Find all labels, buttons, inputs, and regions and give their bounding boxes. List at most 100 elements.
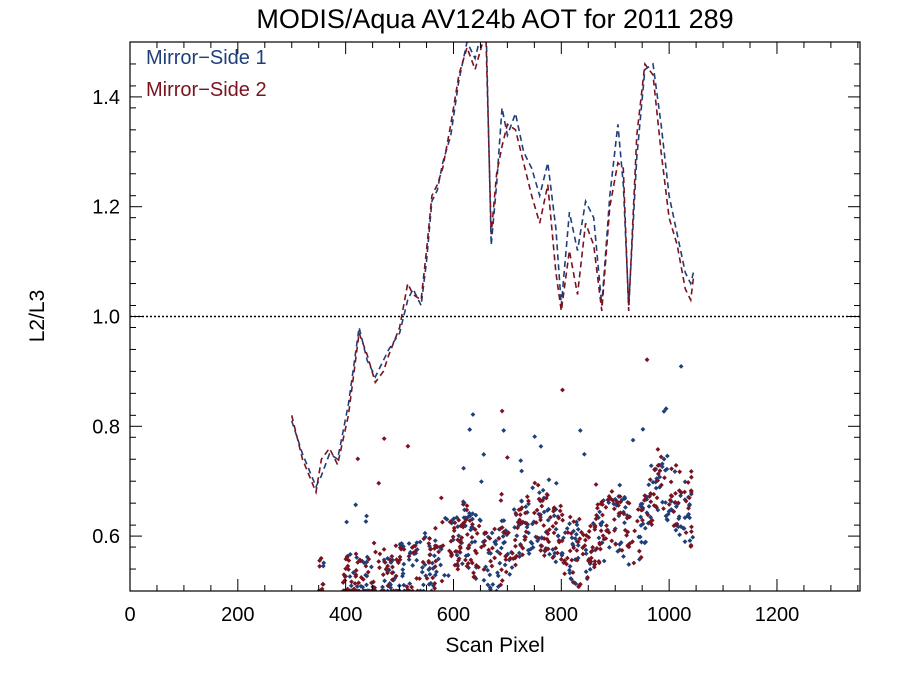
scatter-point bbox=[530, 521, 535, 527]
x-axis-ticks: 0 200 400 600 800 1000 1200 bbox=[124, 42, 859, 626]
scatter-point bbox=[567, 548, 573, 554]
scatter-point bbox=[501, 428, 507, 433]
scatter-point bbox=[621, 554, 626, 559]
scatter-point bbox=[365, 569, 371, 575]
scatter-point bbox=[577, 428, 583, 433]
scatter-point bbox=[320, 563, 326, 569]
scatter-point bbox=[410, 563, 416, 568]
scatter-point bbox=[638, 503, 644, 509]
scatter-point bbox=[519, 468, 525, 474]
scatter-point bbox=[592, 561, 598, 567]
scatter-point bbox=[529, 541, 535, 546]
scatter-point bbox=[432, 572, 438, 578]
scatter-point bbox=[358, 575, 364, 580]
scatter-point bbox=[690, 534, 696, 540]
scatter-point bbox=[541, 509, 547, 515]
scatter-point bbox=[687, 501, 692, 507]
scatter-point bbox=[397, 545, 403, 551]
scatter-point bbox=[389, 577, 395, 583]
scatter-point bbox=[596, 560, 602, 566]
scatter-point bbox=[514, 533, 520, 539]
scatter-point bbox=[473, 563, 479, 568]
scatter-point bbox=[543, 495, 549, 501]
scatter-point bbox=[669, 466, 674, 472]
scatter-point bbox=[677, 469, 683, 475]
scatter-point bbox=[686, 511, 692, 517]
scatter-point bbox=[592, 523, 598, 529]
scatter-point bbox=[468, 527, 474, 533]
scatter-point bbox=[507, 555, 513, 561]
scatter-point bbox=[622, 520, 627, 526]
scatter-point bbox=[438, 546, 444, 552]
y-tick-label: 1.2 bbox=[92, 197, 120, 219]
scatter-point bbox=[531, 510, 537, 516]
scatter-point bbox=[400, 567, 406, 573]
scatter-point bbox=[344, 519, 350, 525]
scatter-point bbox=[376, 480, 382, 486]
scatter-point bbox=[439, 578, 445, 584]
scatter-point bbox=[589, 548, 595, 554]
scatter-point bbox=[610, 498, 616, 503]
scatter-point bbox=[438, 562, 444, 568]
scatter-point bbox=[625, 543, 631, 548]
scatter-point bbox=[481, 452, 487, 457]
scatter-point bbox=[469, 560, 475, 566]
scatter-point bbox=[655, 471, 661, 477]
scatter-point bbox=[600, 533, 606, 539]
scatter-point bbox=[678, 524, 684, 529]
scatter-point bbox=[485, 582, 491, 588]
scatter-point bbox=[598, 528, 604, 534]
x-tick-label: 800 bbox=[545, 604, 578, 626]
scatter-point bbox=[488, 550, 494, 556]
scatter-point bbox=[597, 509, 603, 515]
scatter-point bbox=[459, 561, 465, 567]
scatter-point bbox=[647, 477, 653, 483]
scatter-point bbox=[682, 515, 688, 521]
scatter-point bbox=[460, 521, 466, 527]
scatter-point bbox=[343, 566, 349, 572]
scatter-point bbox=[501, 529, 507, 535]
scatter-point bbox=[512, 524, 518, 530]
y-axis-label: L2/L3 bbox=[26, 290, 49, 343]
scatter-point bbox=[562, 530, 568, 536]
scatter-point bbox=[353, 551, 359, 557]
scatter-point bbox=[682, 489, 688, 495]
scatter-point bbox=[352, 581, 358, 586]
scatter-point bbox=[406, 541, 412, 546]
scatter-point bbox=[538, 517, 543, 523]
scatter-point bbox=[497, 560, 503, 566]
scatter-point bbox=[597, 540, 602, 546]
scatter-point bbox=[678, 490, 684, 496]
scatter-point bbox=[526, 501, 531, 507]
scatter-point bbox=[355, 456, 361, 462]
scatter-point bbox=[535, 482, 541, 488]
scatter-point bbox=[587, 566, 593, 572]
scatter-point bbox=[688, 469, 694, 474]
scatter-point bbox=[341, 572, 347, 578]
scatter-point bbox=[617, 482, 623, 488]
scatter-point bbox=[519, 498, 525, 504]
scatter-point bbox=[436, 556, 441, 562]
scatter-point bbox=[616, 502, 621, 508]
scatter-point bbox=[548, 514, 553, 520]
scatter-point bbox=[406, 557, 412, 563]
scatter-point bbox=[356, 580, 362, 586]
scatter-point bbox=[639, 539, 644, 545]
scatter-point bbox=[644, 357, 650, 363]
scatter-point bbox=[436, 549, 442, 555]
scatter-point bbox=[432, 538, 438, 544]
scatter-point bbox=[567, 567, 572, 573]
scatter-point bbox=[570, 541, 575, 547]
scatter-point bbox=[463, 557, 468, 563]
scatter-point bbox=[585, 574, 590, 580]
scatter-point bbox=[553, 559, 559, 565]
scatter-point bbox=[376, 559, 382, 564]
scatter-point bbox=[671, 523, 677, 529]
scatter-point bbox=[492, 555, 497, 561]
scatter-point bbox=[401, 561, 407, 567]
scatter-point bbox=[553, 480, 559, 486]
scatter-point bbox=[470, 521, 475, 527]
scatter-point bbox=[673, 462, 679, 468]
scatter-point bbox=[567, 514, 573, 520]
y-tick-label: 1.0 bbox=[92, 307, 120, 329]
